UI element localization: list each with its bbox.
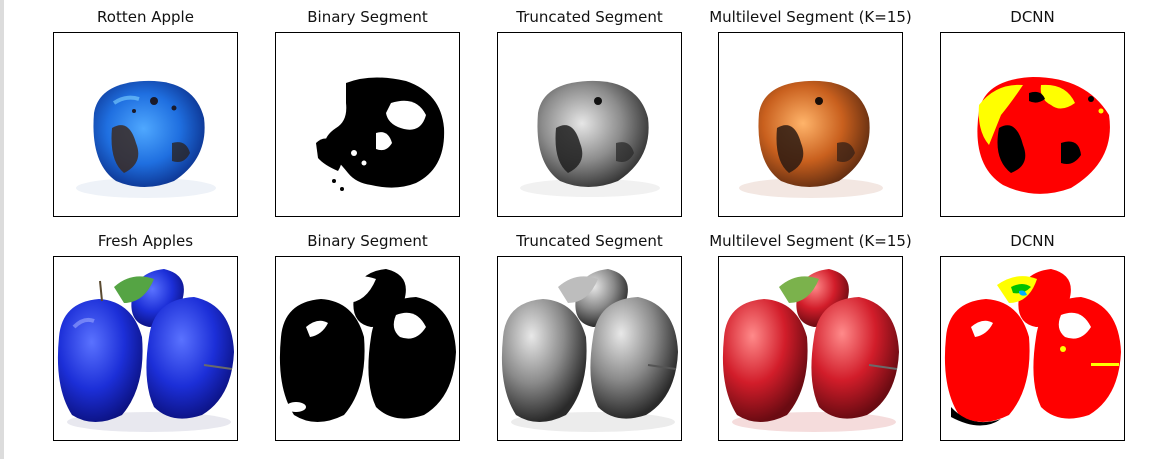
panel-image	[497, 32, 682, 217]
fresh-apples-image	[57, 269, 234, 432]
panel-title: DCNN	[1010, 232, 1055, 250]
panel-title: Truncated Segment	[516, 232, 663, 250]
dcnn-image	[977, 77, 1110, 194]
panel-title: Multilevel Segment (K=15)	[709, 232, 912, 250]
panel-title: Truncated Segment	[516, 8, 663, 26]
multilevel-segment-image	[722, 269, 899, 432]
panel-title: DCNN	[1010, 8, 1055, 26]
binary-segment-image	[316, 77, 445, 191]
panel-title: Rotten Apple	[97, 8, 194, 26]
truncated-segment-image	[520, 80, 660, 197]
panel-title: Multilevel Segment (K=15)	[709, 8, 912, 26]
panel-image	[275, 32, 460, 217]
truncated-segment-image	[501, 269, 678, 432]
panel-title: Fresh Apples	[97, 232, 194, 250]
panel-image	[497, 256, 682, 441]
panel-image	[940, 32, 1125, 217]
panel-title: Binary Segment	[307, 8, 428, 26]
panel-image	[275, 256, 460, 441]
panel-title: Binary Segment	[307, 232, 428, 250]
panel-image	[718, 32, 903, 217]
dcnn-image	[944, 269, 1121, 426]
multilevel-segment-image	[739, 80, 883, 198]
rotten-apple-image	[76, 80, 216, 198]
panel-image	[718, 256, 903, 441]
panel-image	[53, 256, 238, 441]
left-gutter	[0, 0, 4, 459]
panel-image	[940, 256, 1125, 441]
panel-image	[53, 32, 238, 217]
binary-segment-image	[279, 269, 456, 422]
